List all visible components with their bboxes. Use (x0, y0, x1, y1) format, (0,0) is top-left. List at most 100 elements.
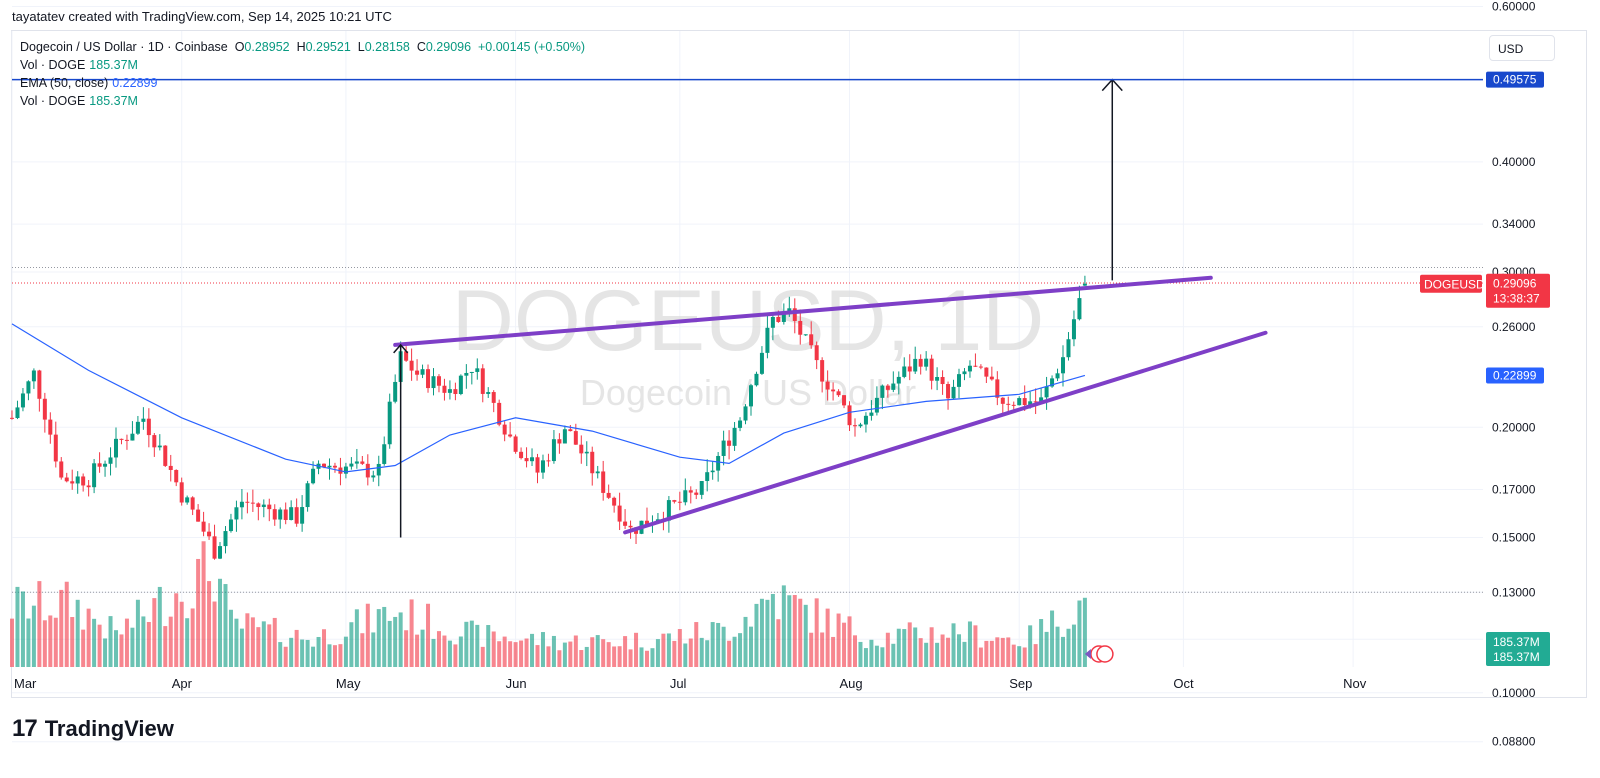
volume-bar (256, 627, 261, 667)
volume-bar (650, 648, 655, 667)
volume-bar (940, 634, 945, 667)
candle-body (1011, 404, 1016, 406)
volume-bar (1000, 637, 1005, 667)
volume-bar (75, 599, 80, 667)
volume-bar (1017, 646, 1022, 667)
candle-body (842, 395, 847, 406)
candle-body (951, 386, 956, 399)
candle-body (989, 376, 994, 380)
candle-body (1033, 401, 1038, 403)
currency-button[interactable]: USD (1489, 35, 1555, 61)
volume-bar (343, 636, 348, 667)
candle-body (190, 497, 195, 510)
volume-bar (639, 647, 644, 667)
candle-body (896, 376, 901, 384)
candle-body (825, 381, 830, 390)
legend-close: 0.29096 (425, 40, 472, 54)
candle-body (732, 427, 737, 446)
volume-bar (327, 644, 332, 667)
y-tick-label: 0.08800 (1492, 735, 1536, 749)
volume-tag-bg (1486, 632, 1550, 666)
volume-bar (694, 622, 699, 667)
volume-bar (234, 618, 239, 667)
volume-bar (535, 645, 540, 667)
volume-bar (469, 620, 474, 667)
candle-body (179, 482, 184, 503)
y-tick-label: 0.60000 (1492, 0, 1536, 14)
volume-bar (913, 627, 918, 667)
candle-body (20, 393, 25, 408)
volume-bar (1055, 626, 1060, 667)
x-tick-label: Mar (14, 676, 37, 691)
candle-body (612, 497, 617, 506)
candle-body (37, 370, 42, 399)
candle-body (289, 507, 294, 520)
candle-body (781, 312, 786, 322)
candle-body (201, 521, 206, 532)
candle-body (738, 420, 743, 428)
volume-tag-a: 185.37M (1493, 635, 1540, 649)
volume-bar (502, 636, 507, 667)
candle-body (666, 500, 671, 521)
volume-bar (168, 616, 173, 667)
legend-change: +0.00145 (+0.50%) (478, 40, 586, 54)
candle-body (984, 367, 989, 377)
volume-bar (124, 618, 129, 667)
volume-bar (59, 589, 64, 667)
symbol-tag-label: DOGEUSD (1424, 278, 1485, 292)
candle-body (902, 366, 907, 377)
volume-bar (584, 646, 589, 667)
volume-bar (568, 641, 573, 667)
volume-bar (174, 593, 179, 667)
volume-bar (157, 586, 162, 667)
volume-bar (617, 646, 622, 667)
volume-bar (519, 640, 524, 667)
candle-body (551, 439, 556, 462)
candle-body (114, 438, 119, 458)
candle-body (130, 433, 135, 441)
candle-body (119, 438, 124, 440)
candle-body (546, 460, 551, 462)
volume-bar (349, 622, 354, 667)
volume-bar (595, 635, 600, 667)
volume-bar (48, 615, 53, 667)
candle-body (185, 497, 190, 503)
candle-body (924, 358, 929, 367)
candle-body (1055, 373, 1060, 379)
volume-bar (562, 642, 567, 667)
volume-bar (820, 632, 825, 667)
candle-body (458, 375, 463, 395)
x-tick-label: Oct (1173, 676, 1194, 691)
volume-bar (431, 638, 436, 667)
candle-body (453, 389, 458, 395)
volume-bar (1039, 619, 1044, 667)
candle-body (672, 500, 677, 502)
candle-body (880, 385, 885, 398)
upper-trendline (393, 275, 1213, 347)
candle-body (486, 392, 491, 394)
chart-legend: Dogecoin / US Dollar · 1D · Coinbase O0.… (20, 38, 585, 110)
candle-body (809, 334, 814, 346)
volume-bar (464, 621, 469, 667)
candle-body (995, 379, 1000, 398)
volume-bar (114, 630, 119, 667)
ema-price-tag: 0.22899 (1493, 368, 1537, 382)
last-price-label: 0.29096 (1493, 277, 1537, 291)
candle-body (754, 373, 759, 386)
volume-bar (212, 601, 217, 667)
volume-bar (387, 620, 392, 667)
volume-bar (179, 601, 184, 667)
volume-bar (10, 618, 14, 667)
volume-bar (316, 636, 321, 667)
volume-bar (995, 637, 1000, 667)
y-tick-label: 0.10000 (1492, 686, 1536, 700)
candle-body (86, 485, 91, 488)
legend-symbol[interactable]: Dogecoin / US Dollar · 1D · Coinbase (20, 40, 228, 54)
tradingview-logo-icon: 17 (12, 715, 38, 742)
candle-body (935, 377, 940, 381)
volume-bar (250, 617, 255, 667)
volume-bar (770, 593, 775, 667)
volume-bar (688, 638, 693, 667)
candle-body (836, 391, 841, 396)
